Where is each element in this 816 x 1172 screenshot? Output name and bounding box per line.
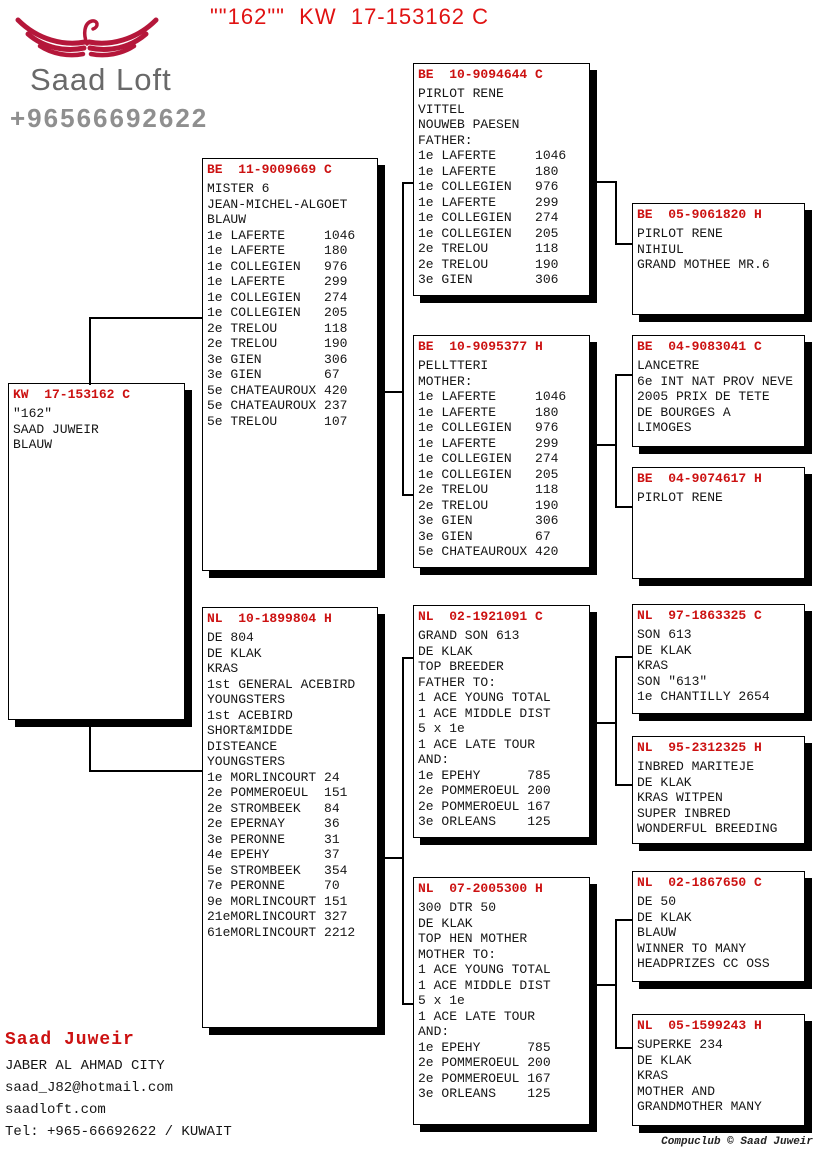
page-title: ""162"" KW 17-153162 C: [210, 4, 490, 29]
box-header: NL 97-1863325 C: [637, 608, 762, 623]
connector-line: [590, 722, 617, 724]
pedigree-box-dam: NL 10-1899804 H DE 804 DE KLAK KRAS 1st …: [202, 607, 378, 1028]
box-body: DE 50 DE KLAK BLAUW WINNER TO MANY HEADP…: [637, 894, 770, 971]
box-header: NL 05-1599243 H: [637, 1018, 762, 1033]
box-header: NL 95-2312325 H: [637, 740, 762, 755]
connector-line: [89, 720, 91, 772]
connector-line: [615, 656, 633, 658]
box-body: GRAND SON 613 DE KLAK TOP BREEDER FATHER…: [418, 628, 551, 829]
connector-line: [402, 657, 404, 1005]
pedigree-box-dam-sire: NL 02-1921091 C GRAND SON 613 DE KLAK TO…: [413, 605, 590, 838]
connector-line: [89, 317, 91, 385]
wings-logo-icon: [12, 8, 162, 71]
box-body: DE 804 DE KLAK KRAS 1st GENERAL ACEBIRD …: [207, 630, 356, 940]
connector-line: [402, 657, 414, 659]
logo-phone: +96566692622: [10, 103, 209, 133]
connector-line: [402, 1003, 414, 1005]
connector-line: [402, 494, 414, 496]
box-header: BE 04-9074617 H: [637, 471, 762, 486]
connector-line: [590, 444, 617, 446]
pedigree-box-sire-dam-sire: BE 04-9083041 C LANCETRE 6e INT NAT PROV…: [632, 335, 805, 447]
box-body: PIRLOT RENE VITTEL NOUWEB PAESEN FATHER:…: [418, 86, 567, 287]
pedigree-box-dam-sire-dam: NL 95-2312325 H INBRED MARITEJE DE KLAK …: [632, 736, 805, 844]
pedigree-box-dam-sire-sire: NL 97-1863325 C SON 613 DE KLAK KRAS SON…: [632, 604, 805, 714]
connector-line: [615, 506, 633, 508]
box-header: BE 05-9061820 H: [637, 207, 762, 222]
pedigree-box-sire-sire: BE 10-9094644 C PIRLOT RENE VITTEL NOUWE…: [413, 63, 590, 296]
logo-name: Saad Loft: [30, 62, 172, 97]
connector-line: [402, 182, 414, 184]
box-header: BE 04-9083041 C: [637, 339, 762, 354]
pedigree-box-dam-dam-dam: NL 05-1599243 H SUPERKE 234 DE KLAK KRAS…: [632, 1014, 805, 1126]
connector-line: [89, 317, 203, 319]
box-body: MISTER 6 JEAN-MICHEL-ALGOET BLAUW 1e LAF…: [207, 181, 356, 429]
box-body: SUPERKE 234 DE KLAK KRAS MOTHER AND GRAN…: [637, 1037, 762, 1114]
connector-line: [615, 784, 633, 786]
box-body: PELLTTERI MOTHER: 1e LAFERTE 1046 1e LAF…: [418, 358, 567, 559]
contact-details: JABER AL AHMAD CITY saad_J82@hotmail.com…: [5, 1058, 232, 1140]
connector-line: [615, 374, 633, 376]
box-header: BE 10-9095377 H: [418, 339, 543, 354]
connector-line: [615, 374, 617, 508]
box-header: NL 07-2005300 H: [418, 881, 543, 896]
box-body: PIRLOT RENE NIHIUL GRAND MOTHEE MR.6: [637, 226, 770, 272]
box-body: PIRLOT RENE: [637, 490, 723, 505]
connector-line: [615, 1047, 633, 1049]
connector-line: [378, 391, 404, 393]
pedigree-box-dam-dam: NL 07-2005300 H 300 DTR 50 DE KLAK TOP H…: [413, 877, 590, 1125]
contact-name: Saad Juweir: [5, 1030, 135, 1050]
connector-line: [615, 656, 617, 786]
connector-line: [402, 182, 404, 496]
connector-line: [89, 770, 203, 772]
pedigree-box-sire: BE 11-9009669 C MISTER 6 JEAN-MICHEL-ALG…: [202, 158, 378, 571]
connector-line: [615, 181, 617, 245]
pedigree-box-subject: KW 17-153162 C "162" SAAD JUWEIR BLAUW: [8, 383, 185, 720]
box-body: SON 613 DE KLAK KRAS SON "613" 1e CHANTI…: [637, 627, 770, 704]
box-header: BE 11-9009669 C: [207, 162, 332, 177]
box-header: BE 10-9094644 C: [418, 67, 543, 82]
connector-line: [615, 919, 633, 921]
connector-line: [590, 181, 617, 183]
box-header: NL 10-1899804 H: [207, 611, 332, 626]
box-body: 300 DTR 50 DE KLAK TOP HEN MOTHER MOTHER…: [418, 900, 551, 1101]
pedigree-box-sire-sire-dam: BE 05-9061820 H PIRLOT RENE NIHIUL GRAND…: [632, 203, 805, 315]
box-header: NL 02-1921091 C: [418, 609, 543, 624]
pedigree-box-dam-dam-sire: NL 02-1867650 C DE 50 DE KLAK BLAUW WINN…: [632, 871, 805, 982]
box-header: NL 02-1867650 C: [637, 875, 762, 890]
pedigree-box-sire-dam-dam: BE 04-9074617 H PIRLOT RENE: [632, 467, 805, 579]
pedigree-box-sire-dam: BE 10-9095377 H PELLTTERI MOTHER: 1e LAF…: [413, 335, 590, 568]
box-body: "162" SAAD JUWEIR BLAUW: [13, 406, 99, 452]
connector-line: [378, 857, 404, 859]
box-body: INBRED MARITEJE DE KLAK KRAS WITPEN SUPE…: [637, 759, 778, 836]
connector-line: [615, 243, 633, 245]
box-header: KW 17-153162 C: [13, 387, 131, 402]
connector-line: [590, 984, 617, 986]
software-credit: Compuclub © Saad Juweir: [661, 1136, 813, 1148]
connector-line: [615, 919, 617, 1049]
box-body: LANCETRE 6e INT NAT PROV NEVE 2005 PRIX …: [637, 358, 794, 435]
